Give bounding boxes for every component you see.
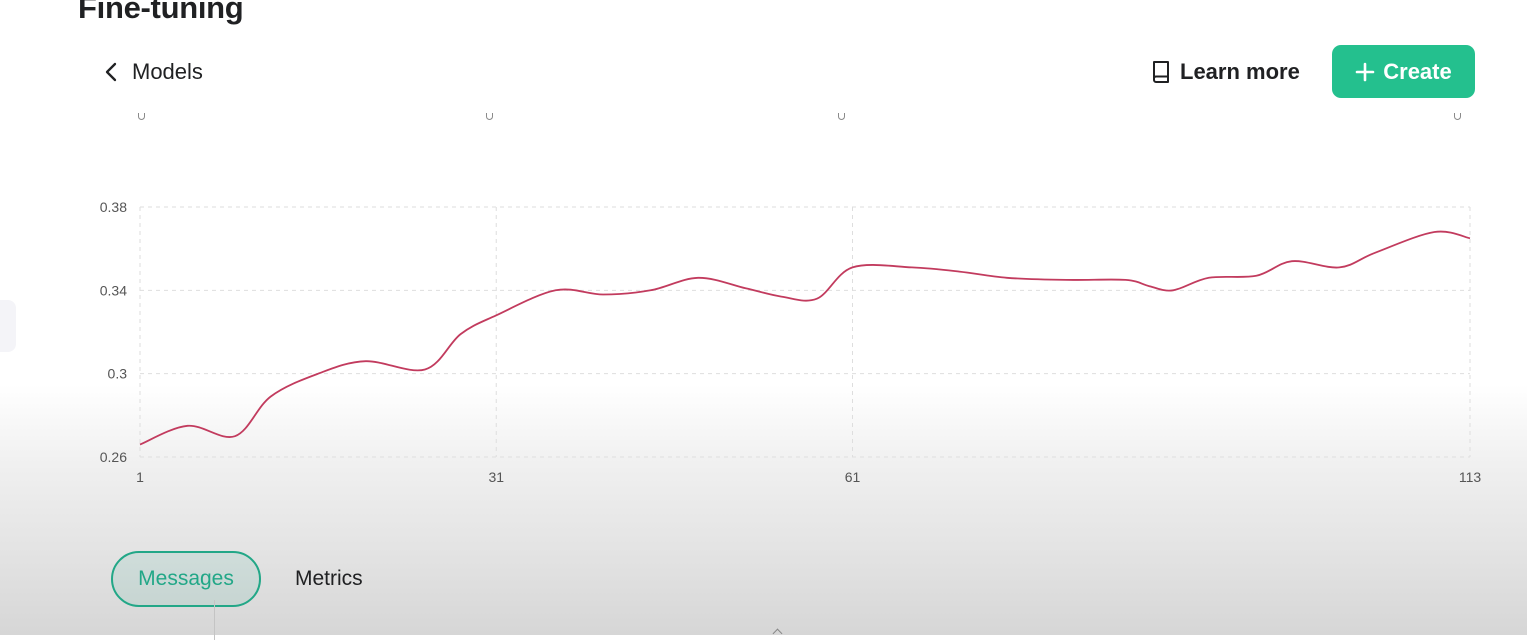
y-tick-label: 0.38 xyxy=(100,199,127,215)
side-panel-tab[interactable] xyxy=(0,300,16,352)
book-icon xyxy=(1153,61,1169,83)
previous-chart-tick-labels xyxy=(0,108,1527,124)
x-tick-label: 113 xyxy=(1459,469,1482,485)
back-link-label: Models xyxy=(132,59,203,84)
previous-chart-tick xyxy=(484,108,494,122)
content-divider xyxy=(214,600,215,640)
x-tick-label: 31 xyxy=(488,469,504,485)
tab-messages[interactable]: Messages xyxy=(111,551,261,607)
x-tick-label: 1 xyxy=(136,469,144,485)
previous-chart-tick xyxy=(136,108,146,122)
learn-more-link[interactable]: Learn more xyxy=(1149,57,1300,87)
previous-chart-tick xyxy=(836,108,846,122)
metric-line-chart: 0.26 0.3 0.34 0.38 1 31 61 113 xyxy=(100,199,1482,485)
tab-metrics[interactable]: Metrics xyxy=(283,551,375,607)
create-button[interactable]: Create xyxy=(1332,45,1475,98)
page-title: Fine-tuning xyxy=(78,0,244,25)
plus-icon xyxy=(1355,62,1375,81)
create-button-label: Create xyxy=(1383,58,1452,84)
series-line xyxy=(139,230,1471,446)
chevron-left-icon xyxy=(105,62,117,82)
learn-more-label: Learn more xyxy=(1180,59,1300,84)
y-tick-label: 0.26 xyxy=(100,449,127,465)
x-tick-label: 61 xyxy=(845,469,861,485)
y-tick-label: 0.34 xyxy=(100,282,127,298)
y-tick-label: 0.3 xyxy=(108,366,128,382)
chevron-up-icon xyxy=(772,628,783,639)
previous-chart-tick xyxy=(1452,108,1462,122)
back-to-models-link[interactable]: Models xyxy=(102,57,203,87)
